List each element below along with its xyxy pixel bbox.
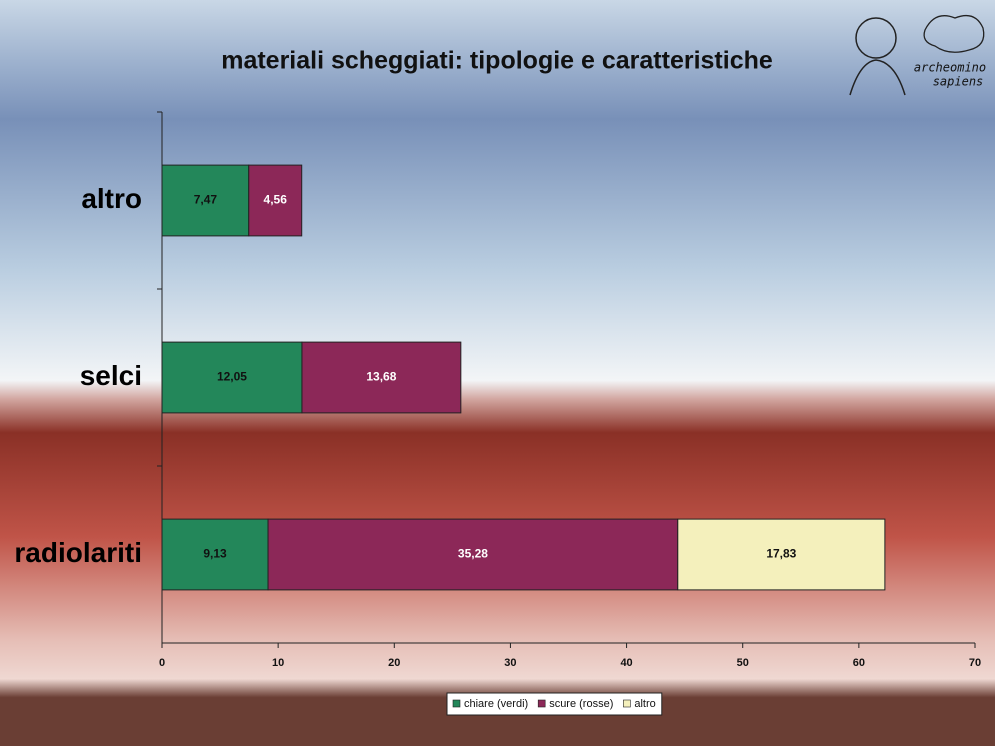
x-tick-label: 60 [853, 657, 865, 669]
category-label: altro [81, 183, 142, 214]
value-label: 17,83 [766, 547, 796, 561]
category-label: radiolariti [14, 537, 142, 568]
x-tick-label: 70 [969, 657, 981, 669]
value-label: 9,13 [203, 547, 227, 561]
x-tick-label: 50 [737, 657, 749, 669]
x-tick-label: 40 [620, 657, 632, 669]
x-tick-label: 0 [159, 657, 165, 669]
bar-segment [161, 164, 250, 237]
bar-segment [677, 518, 886, 591]
bar-segment [301, 341, 462, 414]
value-label: 12,05 [217, 370, 247, 384]
bar-segment [248, 164, 303, 237]
logo-face [855, 17, 897, 59]
logo-cloud [923, 14, 985, 53]
value-label: 4,56 [264, 193, 288, 207]
value-label: 13,68 [366, 370, 396, 384]
logo-text: archeomino [914, 61, 986, 75]
legend-box [446, 692, 663, 716]
legend-label: altro [634, 698, 655, 710]
legend-swatch [452, 699, 461, 708]
bar-segment [161, 341, 303, 414]
logo-body [849, 59, 906, 96]
value-label: 7,47 [194, 193, 218, 207]
legend-label: chiare (verdi) [464, 698, 528, 710]
x-tick-label: 20 [388, 657, 400, 669]
logo: archeomino sapiens [849, 14, 986, 96]
category-label: selci [80, 360, 142, 391]
chart-title: materiali scheggiati: tipologie e caratt… [221, 47, 773, 75]
x-tick-label: 10 [272, 657, 284, 669]
logo-text: sapiens [933, 75, 984, 89]
value-label: 35,28 [458, 547, 488, 561]
legend-swatch [623, 699, 631, 708]
x-tick-label: 30 [504, 657, 516, 669]
bar-segment [161, 518, 269, 591]
legend: chiare (verdi) scure (rosse) altro [446, 692, 663, 716]
legend-swatch [537, 699, 546, 708]
legend-label: scure (rosse) [549, 698, 613, 710]
